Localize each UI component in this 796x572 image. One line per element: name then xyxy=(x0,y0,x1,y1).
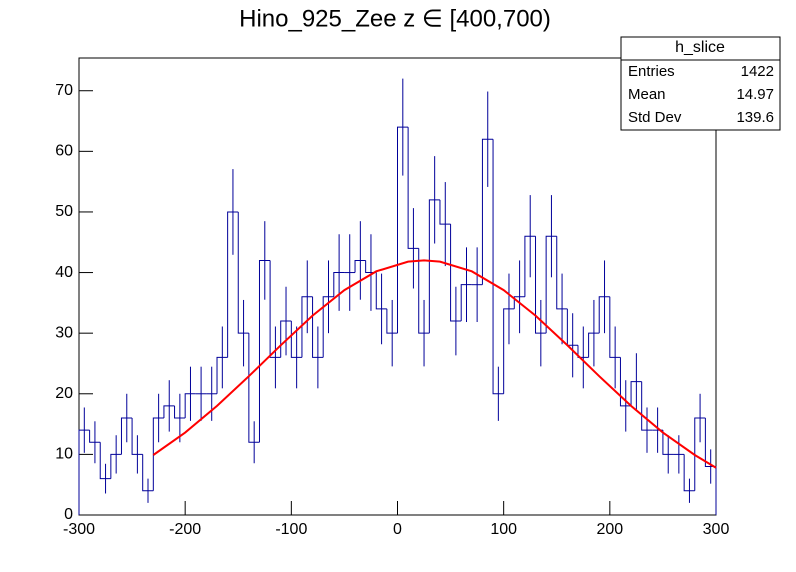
bin xyxy=(131,418,143,455)
x-tick-label: 0 xyxy=(393,521,402,538)
bin xyxy=(683,454,695,492)
x-tick-label: 200 xyxy=(596,521,623,538)
bin xyxy=(184,393,196,419)
bin xyxy=(120,417,133,455)
stats-value: 139.6 xyxy=(736,109,774,126)
bin xyxy=(78,429,90,515)
bin xyxy=(460,284,472,322)
bin xyxy=(439,199,451,225)
bin xyxy=(481,138,494,285)
bin xyxy=(407,127,419,249)
y-tick-label: 70 xyxy=(55,82,73,99)
bin xyxy=(248,333,260,443)
stats-label: Std Dev xyxy=(628,109,682,126)
bin xyxy=(375,272,387,310)
bin xyxy=(89,430,101,443)
bin xyxy=(513,296,525,309)
bin xyxy=(322,296,334,358)
bin xyxy=(619,357,632,407)
stats-label: Entries xyxy=(628,63,675,80)
bin xyxy=(333,272,345,297)
stats-value: 14.97 xyxy=(736,86,774,103)
bin xyxy=(450,224,462,322)
y-tick-label: 60 xyxy=(55,143,73,160)
bin xyxy=(428,199,440,334)
bin xyxy=(598,296,610,334)
bin xyxy=(258,259,271,443)
chart-title: Hino_925_Zee z ∈ [400,700) xyxy=(239,5,551,32)
bin xyxy=(163,405,175,419)
x-tick-label: 100 xyxy=(490,521,517,538)
y-tick-label: 10 xyxy=(55,446,73,463)
bin xyxy=(237,211,249,334)
bin xyxy=(216,356,228,394)
bin xyxy=(174,405,186,419)
bin xyxy=(662,430,674,455)
bin xyxy=(545,235,557,334)
bin xyxy=(152,417,164,491)
x-tick-label: -300 xyxy=(63,521,95,538)
bin xyxy=(418,248,430,334)
bin xyxy=(556,236,568,310)
bin xyxy=(492,139,504,395)
y-tick-label: 30 xyxy=(55,324,73,341)
bin xyxy=(227,211,239,358)
x-tick-label: 300 xyxy=(703,521,730,538)
stats-title: h_slice xyxy=(675,39,725,56)
bin xyxy=(694,417,706,491)
bin xyxy=(301,296,313,358)
x-tick-label: -100 xyxy=(275,521,307,538)
y-tick-label: 40 xyxy=(55,264,73,281)
stats-box xyxy=(620,36,781,131)
y-tick-label: 20 xyxy=(55,385,73,402)
bin xyxy=(290,321,302,358)
bin xyxy=(524,235,536,297)
x-tick-label: -200 xyxy=(169,521,201,538)
bin xyxy=(99,442,111,480)
bin xyxy=(110,453,122,479)
bin xyxy=(588,332,600,358)
bin xyxy=(312,296,324,358)
bin xyxy=(269,260,281,358)
y-tick-label: 50 xyxy=(55,203,73,220)
stats-value: 1422 xyxy=(741,63,774,80)
bin xyxy=(386,308,398,334)
stats-label: Mean xyxy=(628,86,666,103)
bin xyxy=(609,296,621,358)
bin xyxy=(354,259,366,273)
bin xyxy=(503,308,515,394)
bin xyxy=(577,345,589,358)
bin xyxy=(142,454,154,492)
fit-curve xyxy=(152,259,717,469)
bin xyxy=(630,381,642,406)
bin xyxy=(535,236,547,334)
bin xyxy=(641,381,653,431)
y-tick-label: 0 xyxy=(64,506,73,523)
